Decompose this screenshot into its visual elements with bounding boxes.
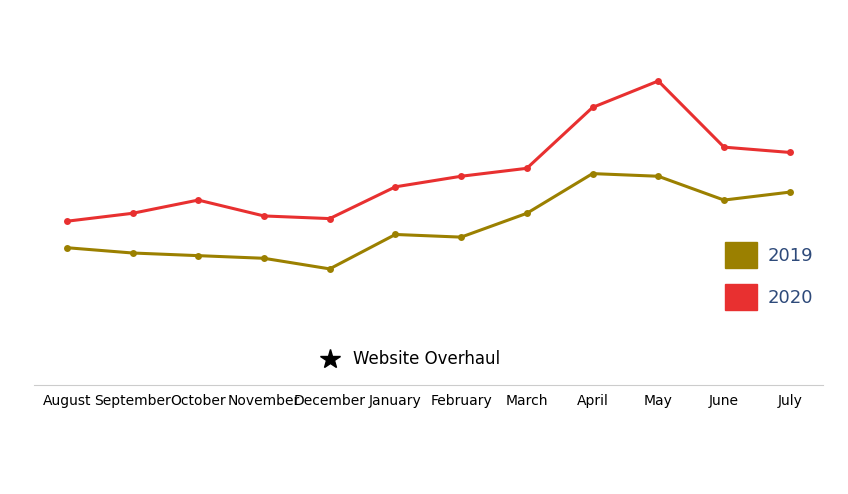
- Text: Website Overhaul: Website Overhaul: [353, 350, 499, 368]
- Legend: 2019, 2020: 2019, 2020: [724, 242, 813, 310]
